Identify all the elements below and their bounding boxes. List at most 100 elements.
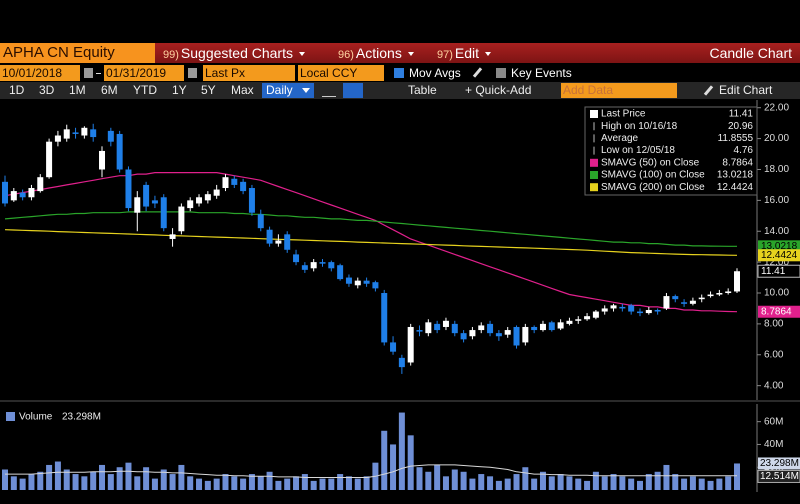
volume-bar: [434, 464, 441, 490]
candle-body: [557, 322, 564, 329]
volume-bar: [610, 474, 617, 490]
volume-bar: [204, 480, 211, 490]
period-button[interactable]: 1Y: [172, 83, 187, 97]
volume-bar: [707, 480, 714, 490]
y-tick-label: 18.00: [764, 164, 789, 175]
candle-body: [37, 177, 44, 192]
bar-icon[interactable]: [343, 83, 363, 98]
currency[interactable]: Local CCY: [298, 65, 384, 81]
candle-body: [257, 214, 264, 229]
volume-bar: [37, 471, 44, 490]
candle-body: [504, 330, 511, 335]
volume-bar: [522, 467, 529, 490]
key-events[interactable]: Key Events: [511, 66, 572, 80]
period-button[interactable]: Max: [231, 83, 254, 97]
menu[interactable]: 97) Edit: [437, 43, 492, 63]
calendar-icon[interactable]: [188, 68, 197, 78]
start-date[interactable]: 10/01/2018: [0, 65, 80, 81]
candle-body: [416, 330, 423, 332]
volume-tick-label: 40M: [764, 439, 783, 450]
pencil-icon[interactable]: [703, 85, 714, 96]
volume-bar: [143, 467, 150, 490]
legend-swatch: [590, 110, 598, 118]
candle-body: [301, 265, 308, 270]
volume-bar: [645, 474, 652, 490]
line-icon[interactable]: [322, 85, 336, 97]
candle-body: [487, 323, 494, 334]
candle-body: [169, 234, 176, 239]
checkbox[interactable]: [394, 68, 404, 78]
candle-body: [10, 191, 17, 201]
period-button[interactable]: 3D: [39, 83, 55, 97]
legend-value: 12.4424: [717, 182, 754, 193]
volume-bar: [592, 471, 599, 490]
sma-tag: 8.7864: [761, 306, 792, 317]
candle-body: [248, 188, 255, 213]
candle-body: [390, 342, 397, 352]
checkbox[interactable]: [496, 68, 506, 78]
mov-avgs[interactable]: Mov Avgs: [409, 66, 461, 80]
candle-body: [707, 294, 714, 297]
security[interactable]: APHA CN Equity: [0, 43, 155, 63]
period-button[interactable]: 5Y: [201, 83, 216, 97]
add-data[interactable]: Add Data: [561, 83, 677, 98]
period-button[interactable]: YTD: [133, 83, 157, 97]
candle-body: [2, 181, 8, 204]
candle-body: [654, 309, 661, 312]
volume-bar: [151, 478, 158, 490]
volume-bar: [63, 469, 70, 490]
frequency[interactable]: Daily: [266, 83, 293, 97]
volume-bar: [319, 478, 326, 490]
title-bar: APHA CN Equity 99) Suggested Charts 96) Ac…: [0, 43, 800, 63]
legend-value: 8.7864: [722, 157, 753, 168]
period-button[interactable]: 6M: [101, 83, 118, 97]
pencil-icon[interactable]: [472, 67, 483, 78]
sma-tag: 13.0218: [761, 241, 798, 252]
volume-bar: [46, 464, 53, 490]
candle-body: [425, 322, 432, 334]
volume-bar: [354, 478, 361, 490]
candle-body: [566, 320, 573, 324]
candle-body: [592, 311, 599, 318]
table[interactable]: Table: [408, 83, 437, 97]
volume-bar: [19, 478, 26, 490]
volume-legend-value: 23.298M: [62, 412, 101, 423]
candle-body: [116, 133, 123, 170]
edit-chart[interactable]: Edit Chart: [719, 83, 773, 97]
legend-box: [584, 106, 758, 196]
frequency-box[interactable]: [262, 83, 314, 98]
volume-bar: [398, 412, 405, 490]
period-button[interactable]: 1M: [69, 83, 86, 97]
candle-body: [531, 326, 538, 331]
volume-bar: [619, 476, 626, 490]
menu[interactable]: 99) Suggested Charts: [163, 43, 305, 63]
legend-swatch: [590, 171, 598, 179]
period-button[interactable]: 1D: [9, 83, 25, 97]
moving-average-line: [4, 229, 738, 256]
legend-label: Last Price: [601, 109, 646, 120]
volume-bar: [363, 476, 370, 490]
candle-body: [354, 280, 361, 286]
field[interactable]: Last Px: [203, 65, 295, 81]
menu[interactable]: 96) Actions: [338, 43, 414, 63]
quick-add[interactable]: + Quick-Add: [465, 83, 532, 97]
volume-average-tag-box: [757, 469, 800, 483]
candle-body: [204, 194, 211, 201]
volume-bar: [725, 476, 732, 490]
candle-body: [363, 280, 370, 284]
volume-bar: [54, 461, 61, 490]
end-date[interactable]: 01/31/2019: [104, 65, 184, 81]
volume-bar: [495, 480, 502, 490]
calendar-icon[interactable]: [84, 68, 93, 78]
candle-body: [231, 178, 238, 185]
volume-bar: [698, 478, 705, 490]
candle-body: [513, 326, 520, 346]
volume-tick-label: 60M: [764, 416, 783, 427]
legend-value: 4.76: [734, 145, 754, 156]
volume-bar: [539, 471, 546, 490]
volume-bar: [337, 474, 344, 490]
volume-bar: [99, 464, 106, 490]
candle-body: [328, 262, 335, 269]
candle-body: [628, 305, 635, 312]
volume-bar: [672, 474, 679, 490]
